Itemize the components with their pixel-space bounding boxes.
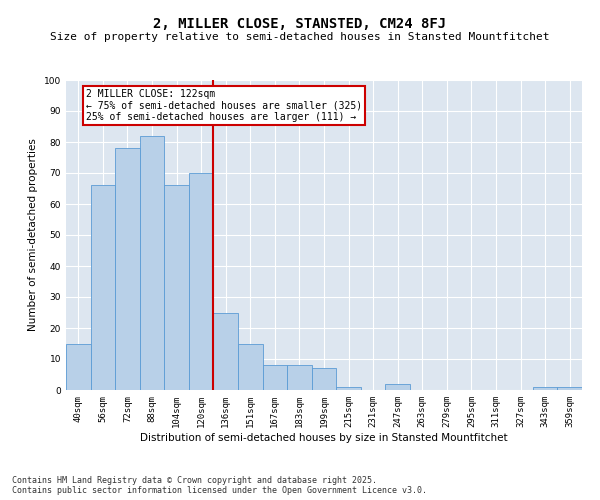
Bar (312, 368, 336, 390)
Y-axis label: Number of semi-detached properties: Number of semi-detached properties (28, 138, 38, 332)
Text: Size of property relative to semi-detached houses in Stansted Mountfitchet: Size of property relative to semi-detach… (50, 32, 550, 42)
Bar (164, 186, 189, 390)
X-axis label: Distribution of semi-detached houses by size in Stansted Mountfitchet: Distribution of semi-detached houses by … (140, 432, 508, 442)
Bar (533, 387, 557, 390)
Bar (140, 136, 164, 390)
Bar (263, 365, 287, 390)
Bar (189, 173, 214, 390)
Bar (557, 387, 582, 390)
Bar (91, 186, 115, 390)
Bar (66, 344, 91, 390)
Text: Contains HM Land Registry data © Crown copyright and database right 2025.
Contai: Contains HM Land Registry data © Crown c… (12, 476, 427, 495)
Bar (385, 384, 410, 390)
Text: 2 MILLER CLOSE: 122sqm
← 75% of semi-detached houses are smaller (325)
25% of se: 2 MILLER CLOSE: 122sqm ← 75% of semi-det… (86, 90, 362, 122)
Text: 2, MILLER CLOSE, STANSTED, CM24 8FJ: 2, MILLER CLOSE, STANSTED, CM24 8FJ (154, 18, 446, 32)
Bar (336, 387, 361, 390)
Bar (287, 365, 312, 390)
Bar (214, 312, 238, 390)
Bar (115, 148, 140, 390)
Bar (238, 344, 263, 390)
